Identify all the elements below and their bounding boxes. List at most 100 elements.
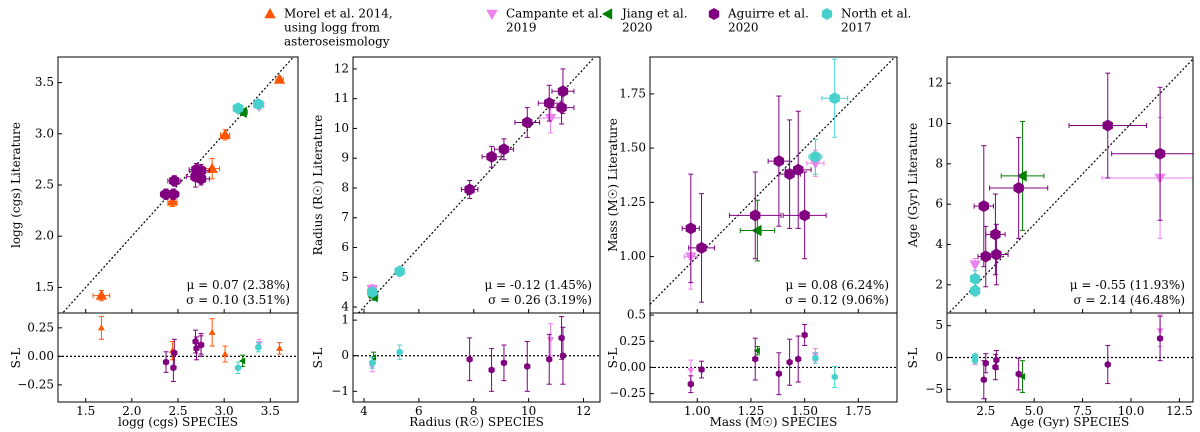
x-axis-label: Mass (M☉) SPECIES [710,415,838,429]
data-point-aguirre [767,95,791,227]
panel-1: 1.5 2.0 2.5 3.0 3.5 1.5 2.0 2.5 3.0 3.5 −0.25 0.00 0… [9,56,299,429]
residual-marker-aguirre [500,359,508,367]
residual-marker-campante [547,337,555,344]
marker-aguirre [195,172,207,185]
residual-axis-label: S-L [311,348,325,369]
data-point-north [808,138,823,175]
x-tick-label: 1.75 [845,404,872,418]
data-point-north [394,265,405,278]
x-tick-label: 8 [470,404,478,418]
residual-marker-north [812,354,819,362]
residual-point-aguirre [687,375,694,394]
marker-aguirre [685,222,696,235]
x-tick-label: 1.00 [684,404,711,418]
data-point-north [821,58,849,138]
x-tick-label: 2.0 [122,404,141,418]
marker-aguirre [1013,182,1024,195]
residual-marker-north [971,356,979,364]
residual-marker-aguirre [786,358,793,366]
residual-marker-aguirre [1015,370,1022,378]
data-point-aguirre [514,107,541,138]
residual-marker-aguirre [171,349,178,357]
main-data [366,68,575,303]
marker-aguirre [773,155,785,168]
main-frame [649,56,898,314]
legend-label-north: 2017 [841,21,872,35]
marker-north [969,272,981,285]
residual-point-aguirre [524,340,531,392]
residual-tick-label: −5 [925,382,943,396]
data-point-aguirre [167,188,180,201]
residual-point-aguirre [1156,315,1164,362]
residual-point-aguirre [466,337,473,382]
residual-point-north [831,365,838,388]
marker-aguirre [991,248,1002,261]
data-point-aguirre [551,68,575,115]
legend-entry-campante: Campante et al.2019 [486,7,603,35]
residual-axis-label: S-L [906,348,920,369]
residual-marker-jiang [1018,373,1026,380]
y-tick-label: 10 [928,116,943,130]
data-point-north [367,286,378,299]
residual-frame [57,312,299,403]
legend: Morel et al. 2014,using logg fromasteros… [264,7,911,49]
residual-marker-aguirre [524,362,531,370]
panel-4: 2.5 5.0 7.5 10.0 12.5 2 4 6 8 10 12 −5 0 5 Age (Gyr) S… [906,56,1194,429]
data-point-north [253,98,264,111]
x-tick-label: 1.5 [76,404,95,418]
residual-marker-aguirre [558,334,565,342]
y-tick-label: 11 [334,91,349,105]
main-data [681,58,849,303]
residual-data [687,324,838,396]
residual-axis-label: S-L [606,348,620,369]
x-tick-label: 5.0 [1025,404,1044,418]
main-data [969,72,1193,297]
y-tick-label: 12 [334,61,349,75]
stat-mean: μ = 0.07 (2.38%) [187,278,291,292]
stat-sigma: σ = 0.12 (9.06%) [785,293,889,307]
marker-aguirre [1102,119,1113,132]
legend-label-morel: Morel et al. 2014, [284,7,393,21]
x-tick-label: 2.5 [976,404,995,418]
data-point-aguirre [460,180,479,199]
residual-marker-campante [687,368,695,375]
legend-marker-morel-icon [264,8,276,19]
residual-frame [649,312,898,403]
marker-aguirre [169,174,180,187]
legend-label-morel: asteroseismology [284,35,390,49]
residual-point-jiang [1018,360,1026,393]
residual-marker-aguirre [687,380,694,388]
residual-marker-aguirre [1104,360,1111,369]
y-tick-label: 1.5 [35,280,54,294]
legend-label-jiang: 2020 [622,21,653,35]
residual-marker-aguirre [197,341,205,349]
residual-tick-label: 5 [935,318,943,332]
residual-point-north [369,357,376,369]
residual-marker-aguirre [559,352,567,360]
marker-aguirre [168,188,179,201]
data-point-campante [969,258,981,272]
legend-label-north: North et al. [841,7,911,21]
x-tick-label: 12 [576,404,591,418]
data-point-aguirre [1111,86,1193,221]
x-tick-label: 7.5 [1073,404,1092,418]
data-point-aguirre [167,174,182,187]
residual-point-aguirre [559,326,567,385]
marker-aguirre [1154,147,1166,160]
residual-marker-north [831,373,838,381]
legend-entry-north: North et al.2017 [821,7,911,35]
data-point-morel [204,157,221,180]
marker-aguirre [990,228,1001,241]
stat-mean: μ = -0.55 (11.93%) [1070,278,1185,292]
y-tick-label: 3.5 [35,75,54,89]
residual-point-north [234,361,242,374]
y-tick-label: 7 [341,210,349,224]
residual-point-morel [221,345,229,363]
residual-marker-morel [97,324,105,331]
residual-point-north [255,342,262,353]
residual-data [97,315,283,382]
residual-data [368,316,567,392]
y-tick-label: 12 [928,76,943,90]
residual-point-aguirre [786,338,793,386]
